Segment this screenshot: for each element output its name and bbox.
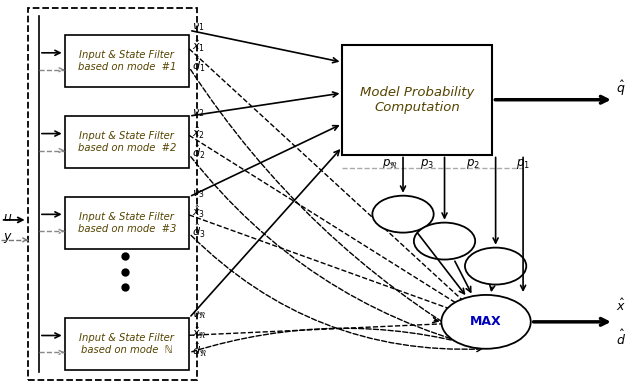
Text: Model Probability
Computation: Model Probability Computation — [360, 86, 475, 114]
FancyBboxPatch shape — [342, 45, 492, 154]
FancyBboxPatch shape — [65, 197, 189, 249]
Text: Input & State Filter
based on mode  ℕ: Input & State Filter based on mode ℕ — [79, 333, 174, 355]
Text: $\hat{d}_{\mathfrak{N}}$: $\hat{d}_{\mathfrak{N}}$ — [192, 341, 207, 359]
FancyBboxPatch shape — [65, 116, 189, 168]
Text: $\hat{x}_3$: $\hat{x}_3$ — [192, 204, 205, 220]
FancyBboxPatch shape — [65, 35, 189, 87]
Text: $p_1$: $p_1$ — [516, 157, 530, 171]
Text: $\hat{x}$: $\hat{x}$ — [616, 298, 625, 314]
Text: $\hat{x}_{\mathfrak{N}}$: $\hat{x}_{\mathfrak{N}}$ — [192, 325, 207, 341]
Text: $\hat{q}$: $\hat{q}$ — [616, 79, 625, 98]
Text: Input & State Filter
based on mode  #1: Input & State Filter based on mode #1 — [77, 51, 176, 72]
Text: $p_2$: $p_2$ — [467, 157, 480, 171]
FancyBboxPatch shape — [65, 318, 189, 370]
Text: $\hat{d}_1$: $\hat{d}_1$ — [192, 56, 205, 74]
Text: MAX: MAX — [470, 315, 502, 328]
Text: $\hat{d}_2$: $\hat{d}_2$ — [192, 143, 205, 161]
Text: $\nu_1$: $\nu_1$ — [192, 21, 205, 33]
Text: $\hat{d}_3$: $\hat{d}_3$ — [192, 222, 205, 240]
Text: $y$: $y$ — [3, 231, 13, 245]
Circle shape — [465, 247, 526, 284]
Text: $\nu_3$: $\nu_3$ — [192, 188, 205, 200]
Text: $p_3$: $p_3$ — [420, 157, 435, 171]
Text: $p_{\mathfrak{N}}$: $p_{\mathfrak{N}}$ — [382, 157, 398, 171]
Text: $\hat{d}$: $\hat{d}$ — [616, 328, 626, 347]
Text: $u$: $u$ — [3, 212, 13, 225]
Circle shape — [372, 196, 434, 233]
Circle shape — [414, 223, 475, 259]
Text: $\nu_2$: $\nu_2$ — [192, 107, 205, 119]
Text: $\hat{x}_2$: $\hat{x}_2$ — [192, 125, 205, 141]
Text: $\hat{x}_1$: $\hat{x}_1$ — [192, 38, 205, 54]
Text: Input & State Filter
based on mode  #3: Input & State Filter based on mode #3 — [77, 212, 176, 234]
Circle shape — [442, 295, 531, 349]
Text: Input & State Filter
based on mode  #2: Input & State Filter based on mode #2 — [77, 131, 176, 153]
Text: $\nu_{\mathfrak{N}}$: $\nu_{\mathfrak{N}}$ — [192, 309, 207, 321]
